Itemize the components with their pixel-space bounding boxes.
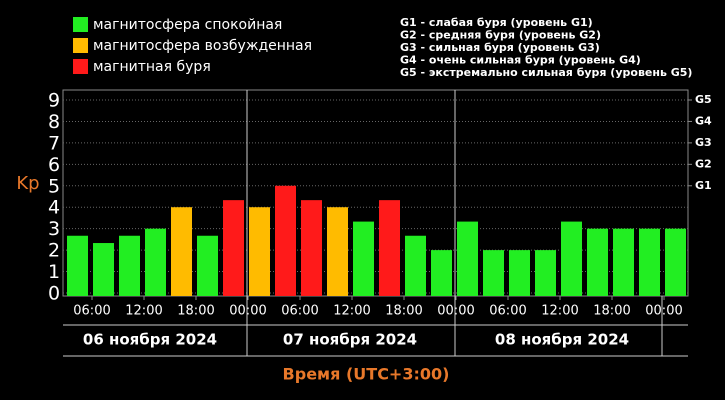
y2-tick-label: G4 [695,114,712,127]
date-label: 07 ноября 2024 [283,331,417,349]
legend-swatch [73,59,88,74]
bar [119,235,140,296]
bar [405,235,426,296]
legend-label: магнитная буря [93,59,211,75]
bar [561,221,582,296]
y-tick-label: 2 [48,240,60,262]
g-legend-label: G2 - средняя буря (уровень G2) [400,29,601,42]
x-tick-label: 12:00 [541,304,578,319]
x-tick-label: 18:00 [177,304,214,319]
legend-swatch [73,38,88,53]
x-tick-label: 18:00 [385,304,422,319]
y-tick-label: 9 [48,90,60,112]
g-legend-label: G3 - сильная буря (уровень G3) [400,41,600,54]
bar [249,207,270,296]
bar [535,250,556,296]
bar [197,235,218,296]
x-tick-label: 12:00 [333,304,370,319]
g-legend-label: G4 - очень сильная буря (уровень G4) [400,54,641,67]
x-tick-label: 00:00 [229,304,266,319]
y-tick-label: 6 [48,154,60,176]
y2-tick-label: G5 [695,93,712,106]
legend-swatch [73,17,88,32]
bar [353,221,374,296]
y-axis-label: Kp [16,173,39,194]
bar [431,250,452,296]
y-tick-label: 5 [48,175,60,197]
bar [93,243,114,296]
y-tick-label: 4 [48,197,60,219]
bar [223,200,244,296]
bar [509,250,530,296]
x-tick-label: 00:00 [437,304,474,319]
y2-tick-label: G2 [695,157,712,170]
plot-frame [62,89,689,297]
bar [301,200,322,296]
bar [379,200,400,296]
bar [639,228,660,296]
y-tick-label: 8 [48,111,60,133]
x-tick-label: 06:00 [281,304,318,319]
bar [457,221,478,296]
bar [171,207,192,296]
x-tick-label: 18:00 [593,304,630,319]
x-tick-label: 12:00 [125,304,162,319]
y-tick-label: 7 [48,132,60,154]
bar [67,235,88,296]
x-tick-label: 06:00 [489,304,526,319]
y-tick-label: 0 [48,283,60,305]
legend-label: магнитосфера возбужденная [93,38,312,54]
bar [613,228,634,296]
y2-tick-label: G1 [695,179,712,192]
legend-label: магнитосфера спокойная [93,17,282,33]
y-tick-label: 1 [48,261,60,283]
bar [145,228,166,296]
bar [275,185,296,296]
y2-tick-label: G3 [695,136,712,149]
date-label: 08 ноября 2024 [495,331,629,349]
x-tick-label: 06:00 [73,304,110,319]
date-label: 06 ноября 2024 [83,331,217,349]
y-tick-label: 3 [48,218,60,240]
bar [665,228,686,296]
bar [327,207,348,296]
g-legend-label: G1 - слабая буря (уровень G1) [400,16,593,29]
bar [483,250,504,296]
bar [587,228,608,296]
x-axis-label: Время (UTC+3:00) [283,365,450,384]
g-legend-label: G5 - экстремально сильная буря (уровень … [400,66,692,79]
x-tick-label: 00:00 [645,304,682,319]
